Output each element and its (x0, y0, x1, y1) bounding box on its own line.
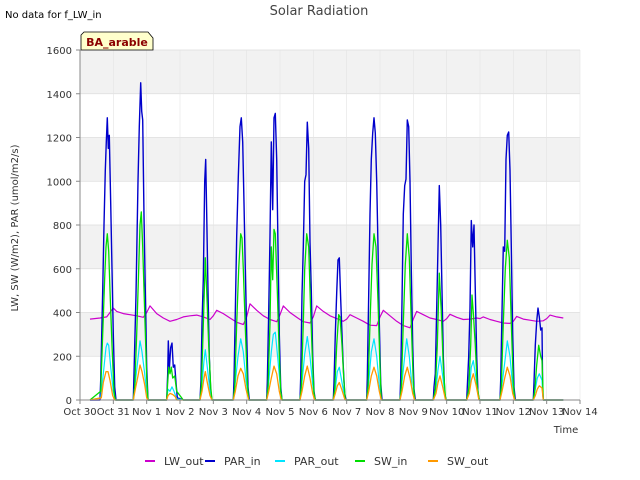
x-tick-label: Nov 11 (462, 407, 497, 418)
y-tick-label: 1600 (47, 46, 72, 57)
x-axis-label: Time (553, 425, 578, 436)
legend-entry: SW_in (374, 455, 407, 468)
plot-background-bands (80, 50, 580, 400)
band-0 (80, 356, 580, 400)
y-tick-label: 0 (66, 396, 72, 407)
band-3 (80, 225, 580, 269)
series-lines (89, 82, 564, 401)
x-tick-label: Nov 4 (232, 407, 261, 418)
legend-entry: SW_out (447, 455, 489, 468)
band-5 (80, 137, 580, 182)
band-2 (80, 268, 580, 313)
series-sw-in (89, 211, 564, 401)
legend: LW_out PAR_in PAR_out SW_in SW_out (145, 455, 489, 468)
x-tick-labels: Oct 30 Oct 31 Nov 1 Nov 2 Nov 3 Nov 4 Nov 5 Nov… (63, 400, 598, 418)
site-label-box: BA_arable (80, 31, 154, 51)
series-lw-out (89, 303, 564, 329)
y-tick-label: 400 (53, 309, 72, 320)
x-tick-label: Nov 12 (496, 407, 531, 418)
x-tick-label: Nov 14 (562, 407, 597, 418)
series-sw-out (89, 364, 564, 401)
x-tick-label: Nov 3 (199, 407, 228, 418)
site-label: BA_arable (86, 36, 148, 49)
y-tick-label: 1400 (47, 90, 72, 101)
no-data-note: No data for f_LW_in (5, 10, 102, 21)
x-tick-label: Nov 1 (132, 407, 161, 418)
band-1 (80, 312, 580, 357)
legend-entry: LW_out (164, 455, 204, 468)
x-tick-label: Nov 8 (365, 407, 394, 418)
chart-title: Solar Radiation (270, 4, 369, 19)
legend-entry: PAR_in (224, 455, 261, 468)
y-tick-label: 200 (53, 352, 72, 363)
band-7 (80, 50, 580, 94)
x-tick-label: Nov 13 (529, 407, 564, 418)
legend-entry: PAR_out (294, 455, 339, 468)
x-tick-label: Nov 2 (165, 407, 194, 418)
y-tick-label: 1000 (47, 177, 72, 188)
band-6 (80, 93, 580, 138)
x-tick-label: Nov 6 (299, 407, 328, 418)
x-tick-label: Oct 31 (97, 407, 130, 418)
y-tick-labels: 0 200 400 600 800 1000 1200 1400 1600 (47, 46, 80, 407)
y-tick-label: 1200 (47, 134, 72, 145)
x-tick-label: Nov 5 (265, 407, 294, 418)
y-axis-label: LW, SW (W/m2), PAR (umol/m2/s) (10, 144, 21, 311)
x-tick-label: Nov 10 (429, 407, 464, 418)
x-tick-label: Nov 7 (332, 407, 361, 418)
band-4 (80, 181, 580, 225)
y-tick-label: 600 (53, 265, 72, 276)
x-tick-label: Nov 9 (399, 407, 428, 418)
y-tick-label: 800 (53, 221, 72, 232)
x-tick-label: Oct 30 (63, 407, 96, 418)
